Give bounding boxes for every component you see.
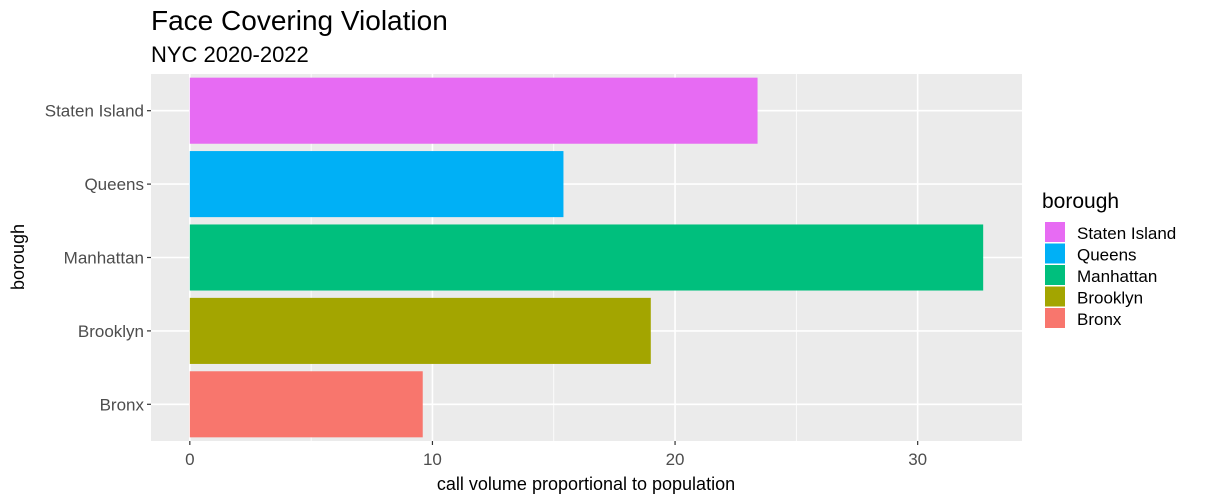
y-tick-label: Queens [84, 175, 144, 194]
y-axis: Bronx Brooklyn Manhattan Queens Staten Islan… [45, 102, 151, 414]
bars [189, 77, 984, 438]
x-axis: 0 10 20 30 [185, 441, 927, 469]
chart-subtitle: NYC 2020-2022 [151, 42, 309, 67]
y-axis-title: borough [8, 224, 28, 290]
legend-key-bronx [1045, 308, 1065, 328]
legend-label: Queens [1077, 246, 1137, 265]
bar-staten-island [189, 77, 758, 144]
x-tick-label: 10 [423, 450, 442, 469]
bar-brooklyn [189, 297, 651, 364]
legend: Staten Island Queens Manhattan Brooklyn Bron… [1045, 222, 1176, 329]
bar-bronx [189, 371, 423, 438]
legend-key-manhattan [1045, 265, 1065, 285]
chart-title: Face Covering Violation [151, 5, 448, 36]
legend-key-queens [1045, 243, 1065, 264]
x-axis-title: call volume proportional to population [437, 474, 735, 494]
x-tick-label: 0 [185, 450, 194, 469]
legend-label: Bronx [1077, 310, 1122, 329]
legend-label: Manhattan [1077, 267, 1157, 286]
x-tick-label: 20 [666, 450, 685, 469]
y-tick-label: Brooklyn [78, 322, 144, 341]
bar-manhattan [189, 224, 984, 291]
legend-key-staten-island [1045, 222, 1065, 242]
bar-queens [189, 151, 564, 218]
y-tick-label: Bronx [100, 395, 145, 414]
y-tick-label: Staten Island [45, 102, 144, 121]
x-tick-label: 30 [908, 450, 927, 469]
legend-label: Brooklyn [1077, 289, 1143, 308]
legend-title: borough [1042, 190, 1119, 213]
legend-key-brooklyn [1045, 286, 1065, 307]
legend-label: Staten Island [1077, 224, 1176, 243]
y-tick-label: Manhattan [64, 249, 144, 268]
